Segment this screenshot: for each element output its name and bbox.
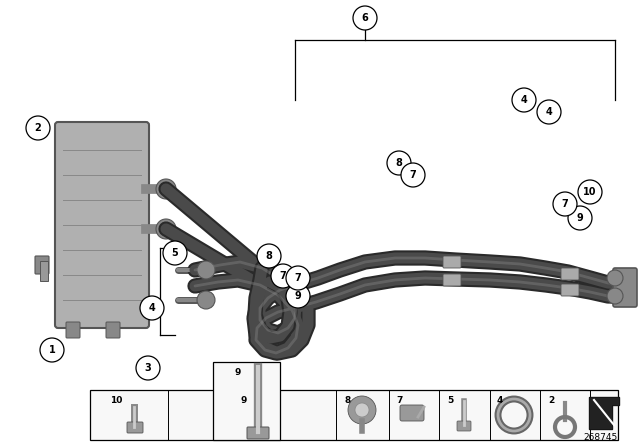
Circle shape xyxy=(355,403,369,417)
Circle shape xyxy=(140,296,164,320)
Text: 5: 5 xyxy=(172,248,179,258)
Circle shape xyxy=(26,116,50,140)
Circle shape xyxy=(197,291,215,309)
Circle shape xyxy=(387,151,411,175)
Circle shape xyxy=(40,338,64,362)
Circle shape xyxy=(568,206,592,230)
Text: 8: 8 xyxy=(266,251,273,261)
Circle shape xyxy=(607,270,623,286)
Polygon shape xyxy=(589,397,619,429)
Circle shape xyxy=(156,179,176,199)
FancyBboxPatch shape xyxy=(443,274,461,286)
Text: 4: 4 xyxy=(546,107,552,117)
FancyBboxPatch shape xyxy=(613,268,637,307)
Text: 10: 10 xyxy=(583,187,596,197)
FancyBboxPatch shape xyxy=(561,268,579,280)
Text: 1: 1 xyxy=(49,345,56,355)
Text: 3: 3 xyxy=(145,363,152,373)
Circle shape xyxy=(353,6,377,30)
Circle shape xyxy=(512,88,536,112)
Text: 7: 7 xyxy=(410,170,417,180)
Text: 5: 5 xyxy=(447,396,453,405)
Circle shape xyxy=(271,264,295,288)
Circle shape xyxy=(286,266,310,290)
Text: 9: 9 xyxy=(235,368,241,377)
FancyBboxPatch shape xyxy=(443,256,461,268)
Circle shape xyxy=(578,180,602,204)
FancyBboxPatch shape xyxy=(127,422,143,433)
Text: 9: 9 xyxy=(577,213,584,223)
Circle shape xyxy=(553,192,577,216)
FancyBboxPatch shape xyxy=(106,322,120,338)
FancyBboxPatch shape xyxy=(247,427,269,439)
Circle shape xyxy=(401,163,425,187)
FancyBboxPatch shape xyxy=(55,122,149,328)
Circle shape xyxy=(197,261,215,279)
Text: 4: 4 xyxy=(497,396,503,405)
Bar xyxy=(213,362,280,440)
FancyBboxPatch shape xyxy=(400,405,424,421)
Text: 4: 4 xyxy=(520,95,527,105)
Circle shape xyxy=(286,284,310,308)
Text: 9: 9 xyxy=(294,291,301,301)
Text: 8: 8 xyxy=(396,158,403,168)
FancyBboxPatch shape xyxy=(35,256,49,274)
Bar xyxy=(40,261,48,281)
Text: 10: 10 xyxy=(110,396,122,405)
Text: 7: 7 xyxy=(397,396,403,405)
Circle shape xyxy=(163,241,187,265)
Circle shape xyxy=(257,244,281,268)
Text: 7: 7 xyxy=(294,273,301,283)
Text: 6: 6 xyxy=(362,13,369,23)
FancyBboxPatch shape xyxy=(66,322,80,338)
Text: 9: 9 xyxy=(241,396,247,405)
Text: 4: 4 xyxy=(148,303,156,313)
Text: 2: 2 xyxy=(548,396,554,405)
Circle shape xyxy=(156,219,176,239)
Circle shape xyxy=(607,288,623,304)
Bar xyxy=(90,390,618,440)
FancyBboxPatch shape xyxy=(561,284,579,296)
Text: 8: 8 xyxy=(345,396,351,405)
FancyBboxPatch shape xyxy=(457,421,471,431)
Circle shape xyxy=(537,100,561,124)
Circle shape xyxy=(348,396,376,424)
Circle shape xyxy=(136,356,160,380)
Text: 268745: 268745 xyxy=(584,433,618,442)
Text: 2: 2 xyxy=(35,123,42,133)
Text: 7: 7 xyxy=(562,199,568,209)
Text: 7: 7 xyxy=(280,271,286,281)
